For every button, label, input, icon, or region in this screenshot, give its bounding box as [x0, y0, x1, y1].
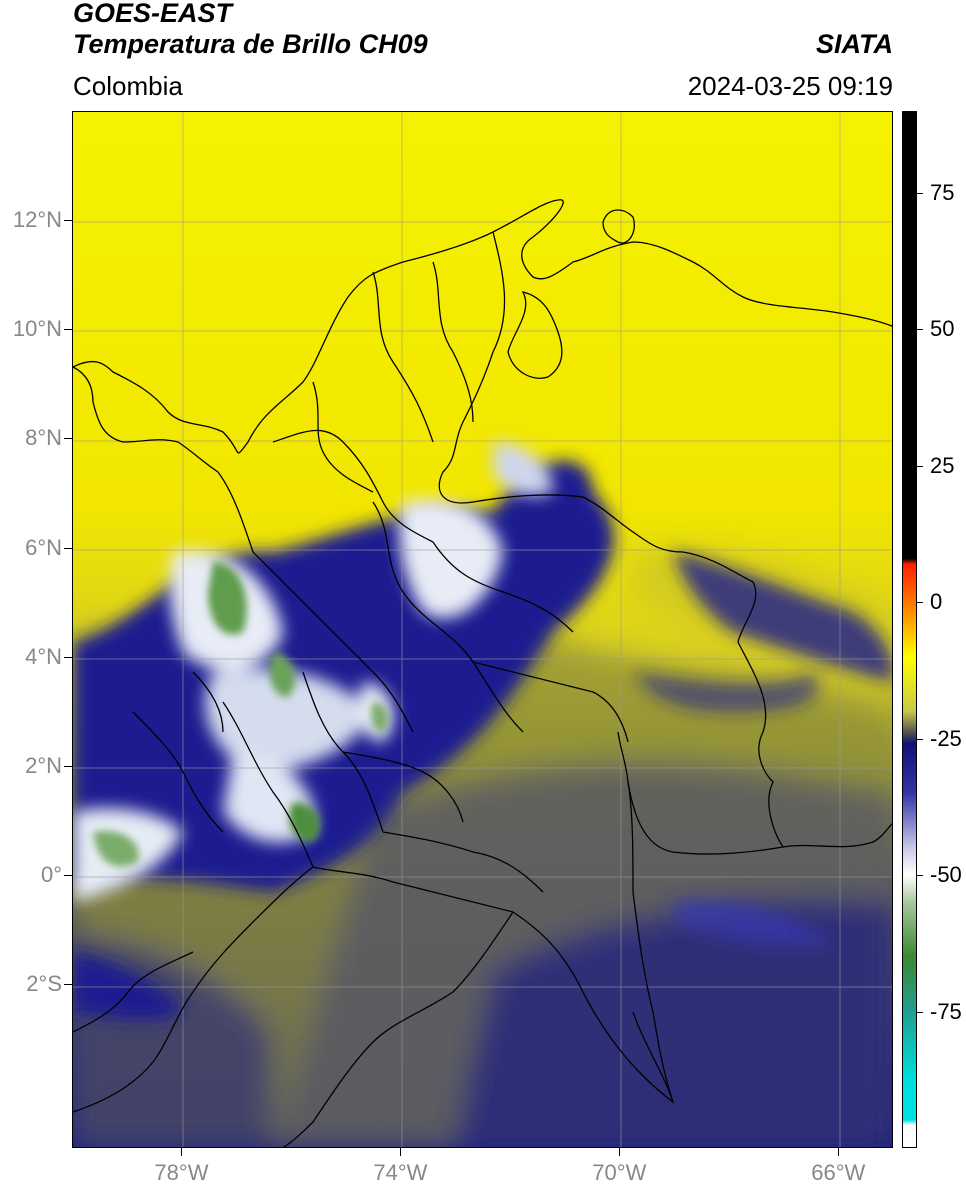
colorbar-tick-mark	[917, 875, 923, 877]
lat-tick-mark	[64, 875, 72, 877]
lon-tick-mark	[400, 1148, 402, 1156]
lat-tick-label: 6°N	[25, 534, 62, 560]
colorbar-tick-mark	[917, 738, 923, 740]
lat-tick-mark	[64, 438, 72, 440]
lat-tick-mark	[64, 656, 72, 658]
lon-tick-label: 70°W	[592, 1160, 647, 1185]
colorbar-tick-label: 25	[930, 452, 955, 478]
lon-tick-label: 74°W	[373, 1160, 428, 1185]
lat-tick-mark	[64, 984, 72, 986]
map-canvas	[73, 112, 892, 1147]
colorbar-tick-label: 0	[930, 589, 943, 615]
timestamp-label: 2024-03-25 09:19	[687, 71, 893, 101]
lat-tick-mark	[64, 765, 72, 767]
satellite-title: GOES-EAST	[73, 0, 233, 28]
lat-tick-label: 0°	[40, 862, 62, 888]
lon-tick-mark	[181, 1148, 183, 1156]
lon-tick-label: 66°W	[811, 1160, 866, 1185]
region-label: Colombia	[73, 71, 183, 101]
lat-tick-label: 4°N	[25, 643, 62, 669]
lat-tick-label: 12°N	[12, 207, 62, 233]
lat-tick-mark	[64, 220, 72, 222]
colorbar-tick-mark	[917, 329, 923, 331]
colorbar-tick-label: -25	[930, 725, 962, 751]
product-title: Temperatura de Brillo CH09	[73, 29, 428, 59]
lat-tick-label: 8°N	[25, 425, 62, 451]
colorbar-tick-mark	[917, 602, 923, 604]
colorbar-tick-label: 50	[930, 316, 955, 342]
lat-tick-label: 10°N	[12, 316, 62, 342]
lon-tick-mark	[838, 1148, 840, 1156]
colorbar-tick-label: -75	[930, 998, 962, 1024]
colorbar-fill	[903, 112, 916, 1147]
lon-tick-label: 78°W	[154, 1160, 209, 1185]
colorbar-tick-mark	[917, 1011, 923, 1013]
colorbar	[902, 111, 917, 1148]
colorbar-tick-label: 75	[930, 179, 955, 205]
lat-tick-label: 2°N	[25, 752, 62, 778]
lat-tick-mark	[64, 329, 72, 331]
colorbar-tick-label: -50	[930, 862, 962, 888]
colorbar-tick-mark	[917, 192, 923, 194]
colorbar-tick-mark	[917, 465, 923, 467]
lat-tick-mark	[64, 547, 72, 549]
lon-tick-mark	[619, 1148, 621, 1156]
country-borders	[73, 199, 892, 1147]
brand-label: SIATA	[816, 29, 893, 59]
lat-tick-label: 2°S	[26, 971, 62, 997]
colorbar-gradient	[903, 112, 916, 1147]
graticule	[73, 112, 892, 1147]
satellite-map	[72, 111, 893, 1148]
